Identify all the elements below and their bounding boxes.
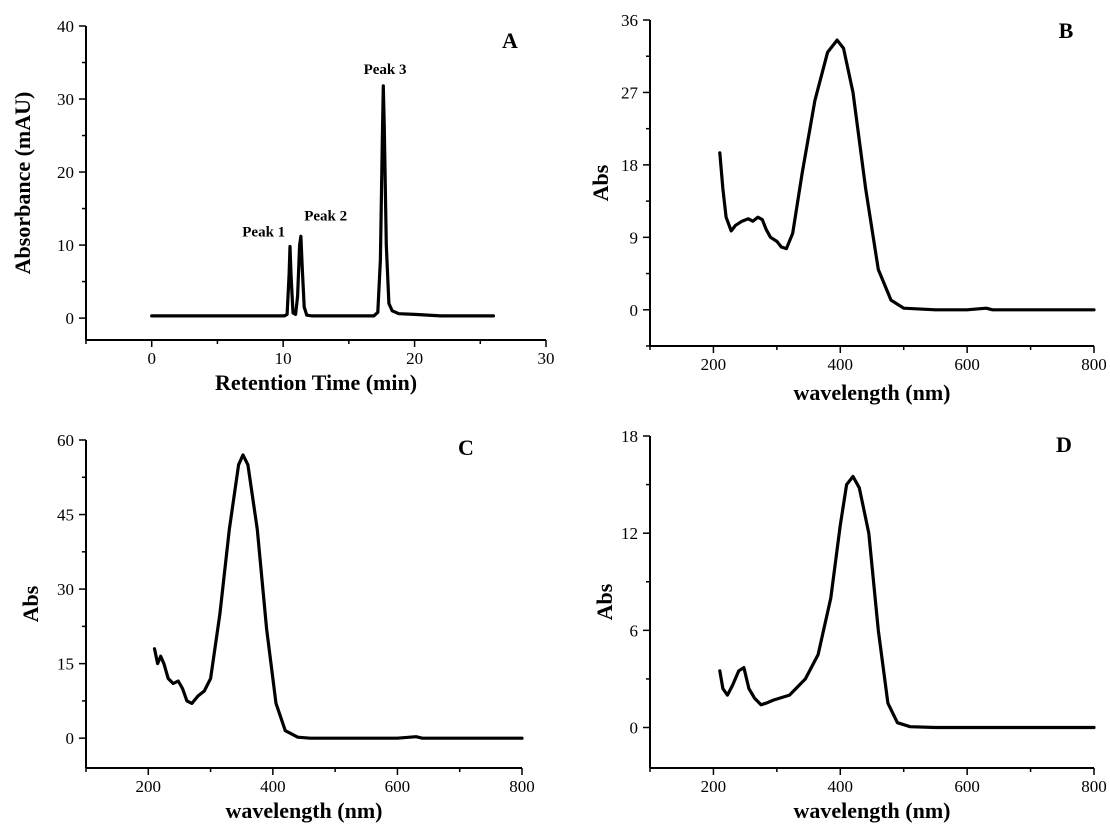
peak-label: Peak 1 [242,225,285,241]
y-tick-label: 18 [621,156,638,175]
y-tick-label: 0 [66,729,75,748]
x-tick-label: 400 [260,777,286,796]
y-tick-label: 12 [621,524,638,543]
y-axis-title: Abs [588,164,613,201]
y-tick-label: 10 [57,236,74,255]
x-tick-label: 600 [385,777,411,796]
x-tick-label: 600 [954,777,980,796]
y-axis-title: Abs [592,583,617,620]
y-axis-title: Abs [18,585,43,622]
x-tick-label: 400 [828,777,854,796]
x-axis-title: wavelength (nm) [793,380,950,405]
y-tick-label: 45 [57,506,74,525]
y-tick-label: 60 [57,431,74,450]
y-tick-label: 27 [621,83,639,102]
x-tick-label: 800 [1081,355,1107,374]
y-tick-label: 0 [66,309,75,328]
x-tick-label: 30 [538,349,555,368]
x-tick-label: 200 [701,355,727,374]
x-tick-label: 600 [954,355,980,374]
y-tick-label: 40 [57,17,74,36]
y-tick-label: 6 [630,621,639,640]
series-line [718,38,1096,312]
series-line [152,453,524,740]
y-axis-title: Absorbance (mAU) [10,92,35,275]
y-tick-label: 20 [57,163,74,182]
chart-panel-a: 0 10 20 30 0 10 20 30 40 Retention Time (min) Abso… [10,17,555,395]
y-tick-label: 36 [621,11,638,30]
y-tick-label: 9 [630,228,639,247]
peak-label: Peak 3 [364,62,407,78]
x-tick-label: 800 [509,777,535,796]
y-tick-label: 30 [57,90,74,109]
panel-letter: A [502,28,518,53]
y-tick-label: 18 [621,427,638,446]
panel-letter: D [1056,432,1072,457]
chart-panel-c: 200 400 600 800 0 15 30 45 60 wavelength (nm) Abs C [18,431,535,823]
y-tick-label: 0 [630,301,639,320]
x-tick-label: 400 [828,355,854,374]
y-tick-label: 0 [630,719,639,738]
y-tick-label: 15 [57,655,74,674]
x-tick-label: 200 [701,777,727,796]
series-line [150,84,495,318]
y-tick-label: 30 [57,580,74,599]
x-tick-label: 800 [1081,777,1107,796]
series-line [718,474,1096,730]
chart-panel-b: 200 400 600 800 0 9 18 27 36 wavelength (nm) Abs B [588,11,1107,405]
x-axis-title: wavelength (nm) [225,798,382,823]
panel-letter: B [1059,18,1074,43]
x-tick-label: 10 [275,349,292,368]
x-axis-title: Retention Time (min) [215,370,417,395]
x-tick-label: 20 [406,349,423,368]
x-axis-title: wavelength (nm) [793,798,950,823]
x-tick-label: 0 [147,349,156,368]
panel-letter: C [458,435,474,460]
peak-label: Peak 2 [304,208,347,224]
x-tick-label: 200 [136,777,162,796]
chart-panel-d: 200 400 600 800 0 6 12 18 wavelength (nm) Abs D [592,427,1107,823]
